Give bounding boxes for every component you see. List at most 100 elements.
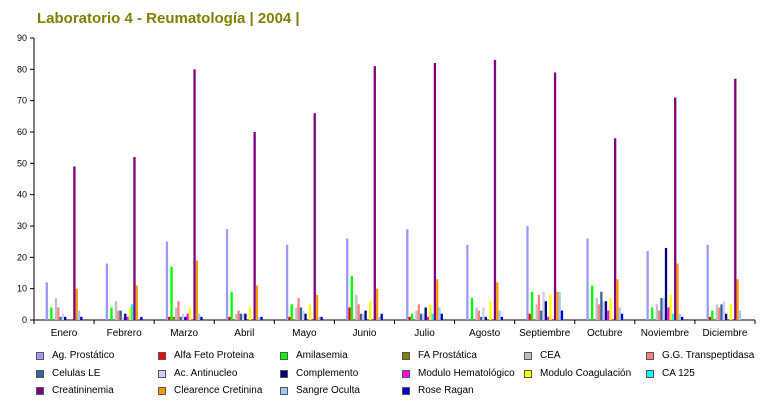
bar: [133, 157, 136, 320]
bar: [651, 307, 654, 320]
bar: [373, 66, 376, 320]
x-tick-label: Noviembre: [641, 328, 690, 339]
y-tick-label: 70: [17, 96, 27, 106]
bar: [175, 307, 178, 320]
chart-bars: [45, 59, 742, 321]
bar: [718, 307, 721, 320]
legend-item: Modulo Hematológico: [402, 367, 515, 380]
bar: [355, 294, 358, 320]
bar: [184, 316, 187, 320]
bar: [496, 282, 499, 320]
bar: [135, 285, 138, 320]
bar: [498, 310, 501, 320]
bar: [110, 307, 113, 320]
legend-label: Amilasemia: [296, 350, 348, 361]
bar: [228, 316, 231, 320]
bar: [597, 304, 601, 320]
bar: [170, 266, 173, 320]
x-tick-label: Junio: [353, 328, 377, 339]
bar: [678, 313, 681, 320]
x-tick-label: Enero: [51, 328, 78, 339]
bar: [602, 301, 605, 320]
legend-label: CEA: [540, 350, 561, 361]
bar: [662, 298, 665, 320]
bar: [664, 247, 668, 320]
bar: [57, 307, 60, 320]
x-tick-label: Febrero: [107, 328, 142, 339]
bar: [415, 310, 418, 320]
bar: [537, 294, 541, 320]
legend-label: Clearence Cretinina: [174, 385, 263, 396]
legend-item: Creatininemia: [36, 384, 114, 397]
legend-label: Creatininemia: [52, 385, 114, 396]
bar: [350, 276, 353, 320]
bar: [105, 263, 109, 320]
legend-swatch: [36, 369, 44, 378]
bar: [729, 304, 732, 320]
legend-item: Celulas LE: [36, 367, 100, 380]
legend-item: G.G. Transpeptidasa: [646, 349, 754, 362]
bar: [121, 316, 125, 320]
bar: [613, 138, 617, 320]
bar: [304, 313, 307, 320]
bar: [547, 316, 550, 320]
bar: [239, 313, 242, 320]
legend-label: Complemento: [296, 368, 359, 379]
chart-title: Laboratorio 4 - Reumatología | 2004 |: [37, 10, 300, 27]
bar: [528, 313, 531, 320]
bar: [493, 59, 497, 320]
bar: [64, 316, 67, 320]
legend-label: Sangre Oculta: [296, 385, 360, 396]
x-tick-label: Abril: [234, 328, 254, 339]
bar: [669, 294, 672, 320]
legend-item: Rose Ragan: [402, 384, 474, 397]
legend-label: Rose Ragan: [418, 385, 474, 396]
bar: [477, 310, 481, 320]
bar: [61, 313, 65, 320]
bar: [359, 313, 363, 320]
bar: [244, 313, 247, 320]
x-tick-label: Agosto: [469, 328, 501, 339]
bar: [375, 288, 379, 320]
bar: [193, 69, 196, 320]
bar: [50, 307, 53, 320]
bar: [660, 298, 663, 320]
bar: [708, 316, 712, 320]
legend-swatch: [646, 351, 654, 360]
bar: [482, 307, 485, 320]
bar: [607, 310, 610, 320]
bar: [315, 294, 319, 320]
legend-label: Ac. Antinucleo: [174, 368, 238, 379]
bar: [313, 113, 316, 320]
bar: [308, 304, 312, 320]
bar: [318, 316, 321, 320]
bar: [225, 229, 229, 320]
bar: [140, 316, 143, 320]
bar: [530, 291, 534, 320]
bar: [198, 313, 201, 320]
legend-swatch: [402, 351, 410, 360]
y-tick-label: 40: [17, 190, 27, 200]
bar: [357, 304, 360, 320]
bar: [470, 298, 474, 320]
bar: [419, 313, 423, 320]
x-tick-label: Diciembre: [702, 328, 747, 339]
bar: [475, 307, 478, 320]
bar: [128, 307, 132, 320]
chart-axes: [30, 37, 756, 324]
bar: [255, 285, 259, 320]
bar: [736, 279, 739, 320]
bar: [410, 313, 414, 320]
bar: [558, 291, 561, 320]
bar: [604, 301, 608, 320]
bar: [181, 313, 185, 320]
bar: [348, 307, 351, 320]
y-tick-label: 80: [17, 64, 27, 74]
bar: [657, 310, 661, 320]
bar: [290, 304, 293, 320]
bar: [500, 316, 504, 320]
bar: [422, 313, 425, 320]
legend-swatch: [36, 386, 44, 395]
legend-label: CA 125: [662, 368, 695, 379]
